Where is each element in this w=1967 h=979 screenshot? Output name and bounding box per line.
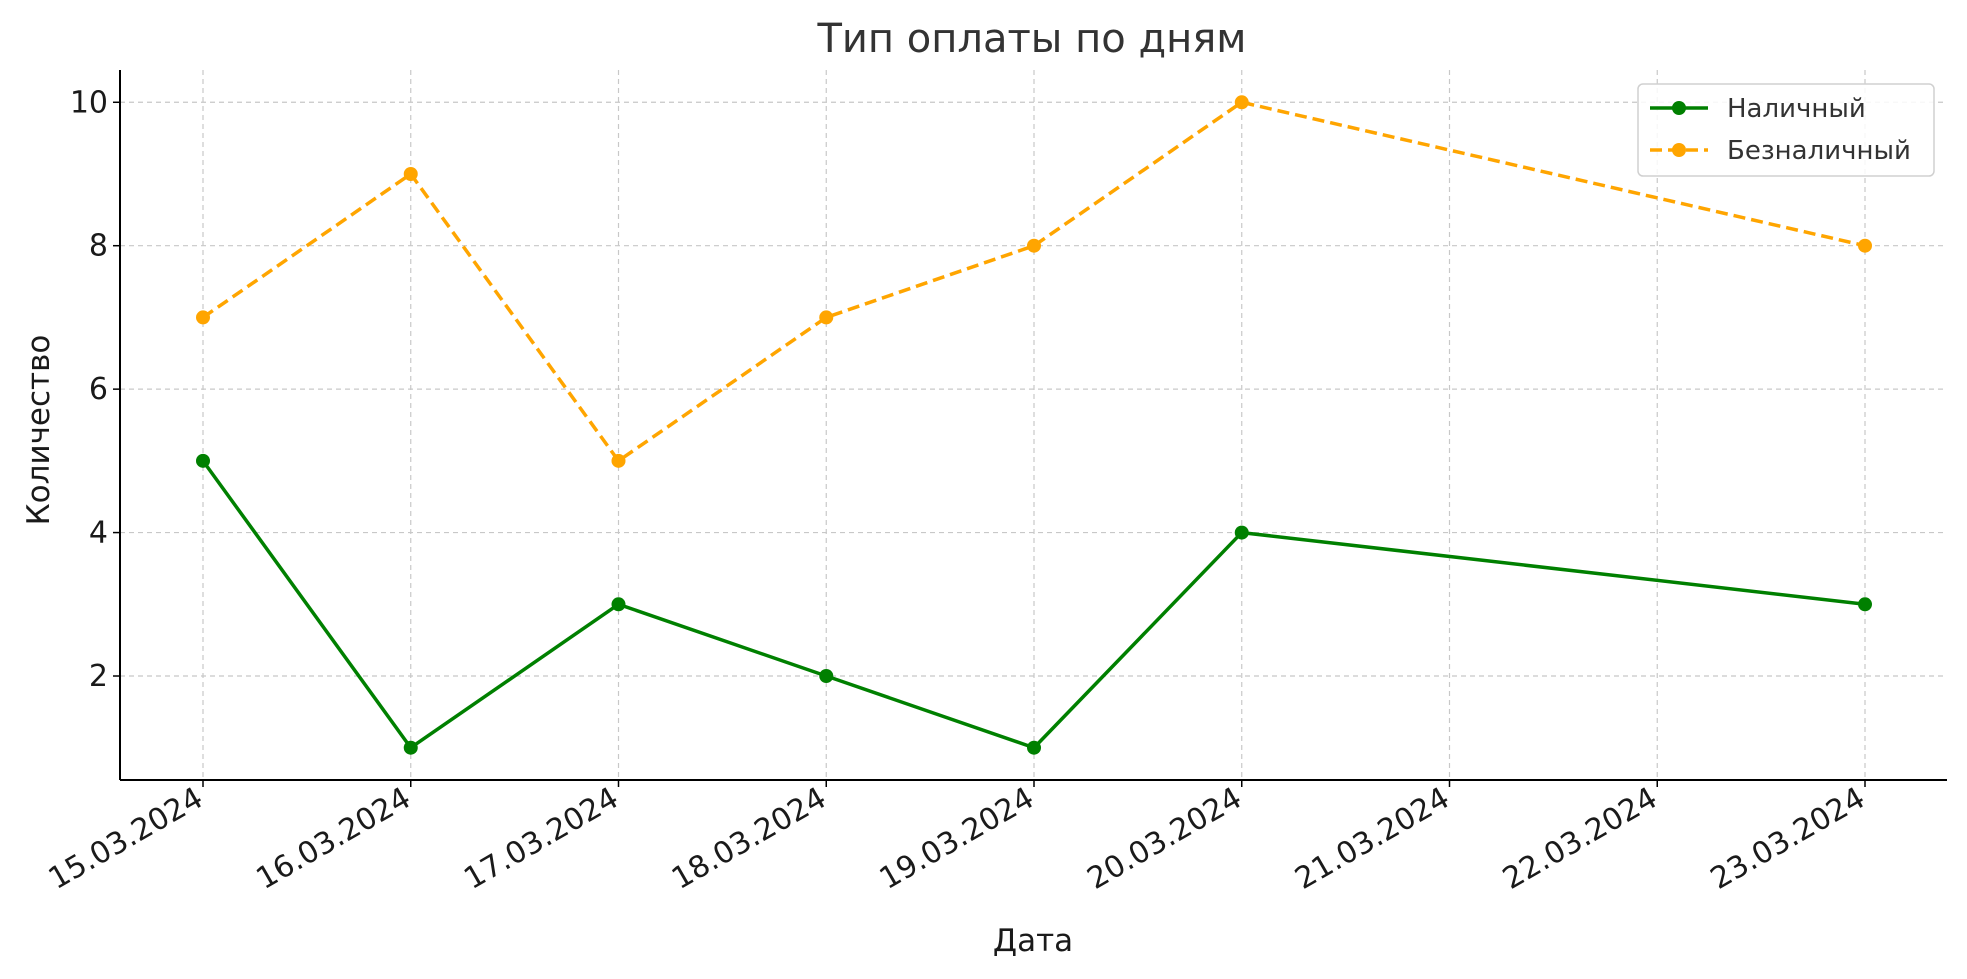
data-point [1858, 597, 1872, 612]
data-point [819, 310, 834, 325]
data-point [196, 310, 210, 325]
data-point [403, 166, 418, 181]
data-point [1234, 525, 1249, 540]
legend-label: Безналичный [1727, 136, 1911, 166]
y-tick-label: 10 [70, 85, 108, 120]
y-tick-label: 8 [89, 229, 108, 264]
x-tick-label: 21.03.2024 [1289, 781, 1455, 897]
data-point [1858, 238, 1872, 253]
legend-marker [1672, 101, 1686, 115]
x-tick-label: 16.03.2024 [250, 781, 416, 897]
data-point [196, 453, 210, 468]
data-point [403, 740, 418, 755]
grid [120, 70, 1947, 780]
legend-box [1637, 83, 1935, 177]
x-tick-label: 23.03.2024 [1705, 781, 1871, 897]
plot-lines [196, 95, 1872, 755]
x-tick-label: 20.03.2024 [1081, 781, 1247, 897]
ticks: 15.03.2024 16.03.2024 17.03.2024 18.03.2024… [43, 85, 1871, 897]
x-axis-label: Дата [993, 923, 1073, 959]
y-axis-label: Количество [21, 335, 57, 526]
x-tick-label: 22.03.2024 [1497, 781, 1663, 897]
x-tick-label: 15.03.2024 [43, 781, 209, 897]
legend: Наличный Безналичный [1637, 83, 1935, 177]
x-tick-label: 19.03.2024 [874, 781, 1040, 897]
y-tick-label: 2 [89, 659, 108, 694]
x-tick-label: 17.03.2024 [458, 781, 624, 897]
data-point [1027, 238, 1041, 253]
data-point [611, 453, 626, 468]
data-point [611, 597, 626, 612]
y-tick-label: 4 [89, 516, 108, 551]
y-tick-label: 6 [89, 372, 108, 407]
data-point [1027, 740, 1041, 755]
x-tick-label: 18.03.2024 [666, 781, 832, 897]
legend-label: Наличный [1727, 94, 1866, 124]
legend-marker [1672, 143, 1686, 157]
chart-title: Тип оплаты по дням [817, 16, 1247, 62]
data-point [819, 669, 834, 684]
data-point [1234, 95, 1249, 110]
